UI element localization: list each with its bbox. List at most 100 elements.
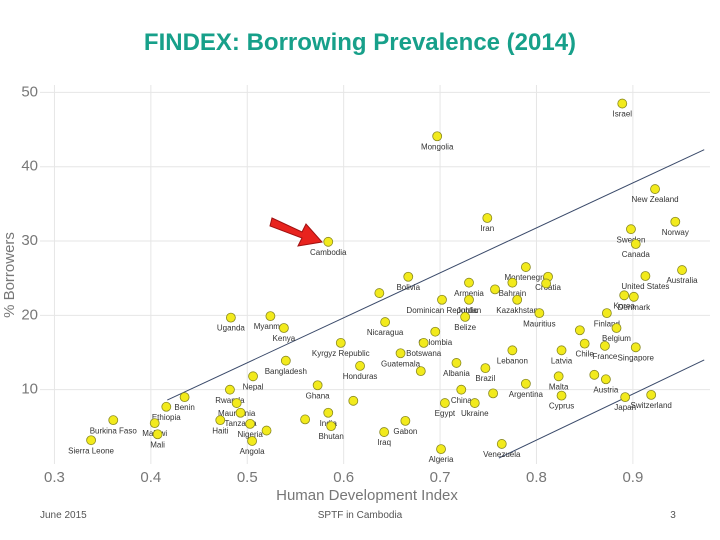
point [630, 342, 641, 353]
plot-area: 10 20 30 40 50 0.3 0.4 0.5 0.6 0.7 0.8 0.9 Israel Mon… [21, 83, 710, 486]
point-label: Venezuela [483, 450, 521, 459]
x-tick-label: 0.6 [333, 469, 354, 486]
point [403, 271, 414, 282]
chart-title: FINDEX: Borrowing Prevalence (2014) [144, 29, 576, 56]
point [323, 407, 334, 418]
point-label: Bhutan [318, 432, 343, 441]
point-label: Bahrain [499, 289, 527, 298]
point [225, 384, 235, 395]
point-label: Kyrgyz Republic [312, 349, 370, 358]
x-tick-label: 0.5 [237, 469, 258, 486]
point [86, 435, 96, 446]
y-tick-label: 20 [21, 306, 38, 323]
point-label: Nigeria [237, 430, 263, 439]
point [482, 213, 493, 223]
point [312, 380, 323, 391]
point [439, 398, 450, 408]
point [436, 444, 446, 455]
footer-date: June 2015 [40, 510, 87, 521]
point-label: Switzerland [631, 401, 672, 410]
point [451, 358, 462, 368]
point [437, 294, 447, 305]
point [507, 277, 518, 288]
x-tick-label: 0.8 [526, 469, 547, 486]
point-label: Mauritius [523, 319, 555, 328]
point [611, 323, 622, 333]
point [464, 277, 474, 288]
point [646, 389, 657, 400]
point [400, 415, 411, 426]
point-label: Guatemala [381, 359, 421, 368]
point-label: Tanzania [225, 419, 258, 428]
point-label: Argentina [509, 390, 544, 399]
point [225, 312, 236, 323]
point [490, 284, 500, 295]
point [541, 278, 552, 289]
point-label: Israel [612, 110, 632, 119]
point [677, 265, 687, 275]
point [496, 439, 507, 449]
point [179, 392, 190, 403]
point [261, 425, 272, 436]
point [335, 337, 346, 348]
point-label: Egypt [435, 409, 456, 418]
point [278, 323, 289, 333]
point-label: Cambodia [310, 248, 347, 257]
point-label: Mali [150, 440, 165, 449]
point-label: Nepal [243, 382, 264, 391]
point [464, 294, 474, 305]
point [161, 401, 172, 412]
point-label: Kenya [273, 334, 296, 343]
point-label: Uganda [217, 324, 246, 333]
point-label: Colombia [418, 338, 452, 347]
point [149, 418, 160, 429]
point [553, 371, 564, 382]
point [215, 415, 226, 426]
point-label: Lebanon [497, 356, 528, 365]
point-label: Haiti [212, 426, 228, 435]
point [626, 224, 636, 235]
point [630, 239, 641, 249]
arrow [269, 217, 323, 247]
point [617, 98, 628, 109]
point-label: Bolivia [396, 283, 420, 292]
point-label: Chile [576, 350, 595, 359]
point [300, 414, 311, 425]
point [380, 317, 391, 327]
point [231, 398, 242, 408]
x-tick-label: 0.7 [430, 469, 451, 486]
point-label: Norway [662, 228, 689, 237]
point [418, 337, 429, 348]
point-label: Bangladesh [265, 367, 307, 376]
point [640, 271, 651, 281]
point [620, 392, 631, 403]
point [556, 390, 567, 401]
point-label: Ghana [306, 391, 331, 400]
point-label: Singapore [618, 353, 655, 362]
x-tick-label: 0.9 [622, 469, 643, 486]
point [589, 369, 600, 380]
point [355, 361, 365, 371]
y-axis-label: % Borrowers [1, 232, 18, 318]
point-label: New Zealand [631, 195, 678, 204]
point [520, 262, 531, 272]
point [512, 294, 523, 305]
point [600, 340, 610, 351]
point-label: Latvia [551, 356, 573, 365]
point-label: Kazakhstan [496, 306, 538, 315]
point [245, 418, 256, 429]
point [108, 415, 119, 426]
x-axis-label: Human Development Index [276, 487, 458, 504]
point [415, 366, 426, 377]
point [248, 371, 258, 382]
point [432, 131, 443, 142]
point [348, 395, 359, 406]
point-label: China [451, 396, 472, 405]
point-label: Ukraine [461, 409, 489, 418]
point-label: Myanmar [254, 322, 288, 331]
trend-line [498, 359, 705, 459]
point [374, 288, 385, 298]
point-label: France [592, 352, 617, 361]
point-label: Botswana [406, 349, 442, 358]
point-label: Mongolia [421, 142, 454, 151]
